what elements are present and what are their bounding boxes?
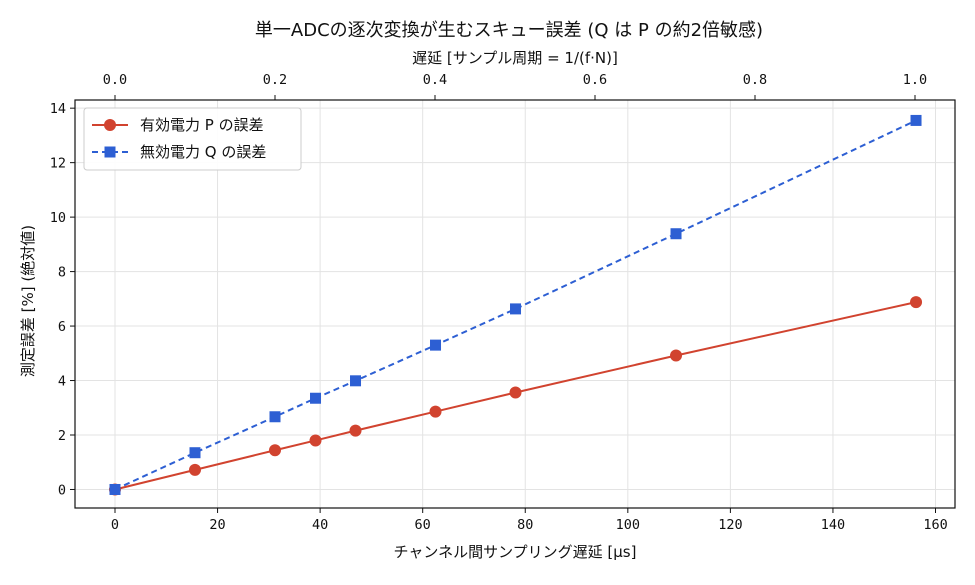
- x-tick-label: 80: [517, 517, 533, 533]
- data-point-p: [910, 296, 923, 309]
- data-point-q: [269, 411, 281, 423]
- legend-label-p: 有効電力 P の誤差: [140, 116, 264, 134]
- data-point-q: [350, 375, 362, 387]
- y-tick-label: 6: [58, 319, 66, 335]
- legend: 有効電力 P の誤差 無効電力 Q の誤差: [83, 107, 302, 171]
- data-point-p: [429, 405, 442, 418]
- data-point-p: [509, 386, 522, 399]
- x-tick-label: 20: [209, 517, 225, 533]
- legend-box: [83, 107, 302, 171]
- y-tick-label: 2: [58, 428, 66, 444]
- data-point-q: [310, 392, 322, 404]
- legend-marker-p: [104, 119, 116, 131]
- y-tick-label: 0: [58, 482, 66, 498]
- x-tick-label: 140: [821, 517, 845, 533]
- series-layer: [109, 114, 923, 496]
- data-point-p: [309, 434, 322, 447]
- legend-label-q: 無効電力 Q の誤差: [140, 143, 266, 161]
- data-point-q: [109, 483, 121, 495]
- legend-marker-q: [104, 146, 116, 158]
- x-tick-label: 120: [718, 517, 742, 533]
- y-axis-label: 測定誤差 [%] (絶対値): [19, 225, 37, 377]
- secondary-x-tick-label: 0.6: [583, 72, 607, 88]
- y-tick-label: 8: [58, 265, 66, 281]
- y-tick-label: 12: [50, 156, 66, 172]
- secondary-x-axis-label: 遅延 [サンプル周期 = 1/(f·N)]: [412, 49, 618, 67]
- data-point-q: [910, 114, 922, 126]
- data-point-q: [510, 303, 522, 315]
- x-tick-label: 0: [111, 517, 119, 533]
- plot-frame: [74, 99, 956, 509]
- x-tick-label: 160: [923, 517, 947, 533]
- ticks: 0 20 40 60 80 100 120 140 160 0 2 4 6 8 10 12 14 0.0 0.2 0.…: [50, 72, 948, 533]
- data-point-q: [189, 447, 201, 459]
- secondary-x-tick-label: 0.2: [263, 72, 287, 88]
- y-tick-label: 4: [58, 374, 66, 390]
- secondary-x-tick-label: 1.0: [903, 72, 927, 88]
- data-point-p: [670, 349, 683, 362]
- secondary-x-tick-label: 0.0: [103, 72, 127, 88]
- x-tick-label: 40: [312, 517, 328, 533]
- data-point-p: [189, 463, 201, 476]
- data-point-q: [670, 228, 682, 240]
- secondary-x-tick-label: 0.4: [423, 72, 447, 88]
- data-point-p: [269, 444, 281, 457]
- secondary-x-tick-label: 0.8: [743, 72, 767, 88]
- y-tick-label: 14: [50, 101, 66, 117]
- x-tick-label: 60: [415, 517, 431, 533]
- x-tick-label: 100: [616, 517, 640, 533]
- chart-title: 単一ADCの逐次変換が生むスキュー誤差 (Q は P の約2倍敏感): [255, 20, 763, 41]
- y-tick-label: 10: [50, 210, 66, 226]
- x-axis-label: チャンネル間サンプリング遅延 [μs]: [394, 543, 637, 561]
- data-point-p: [349, 424, 362, 437]
- data-point-q: [430, 339, 442, 351]
